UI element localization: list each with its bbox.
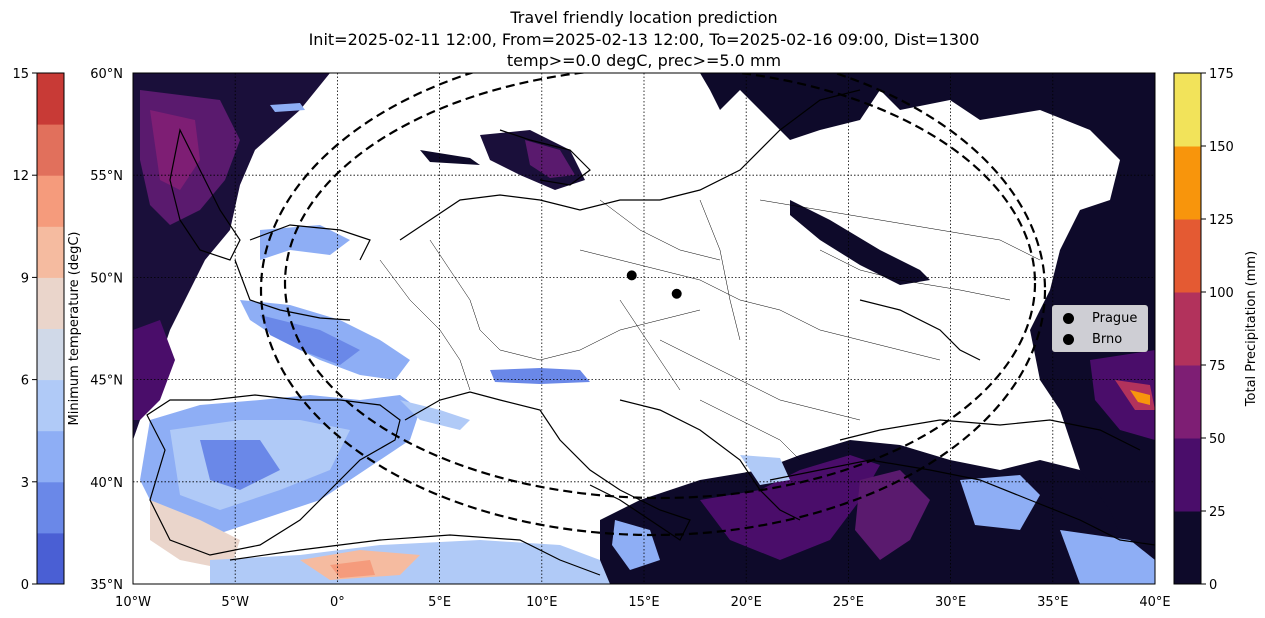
gridlines (133, 73, 1155, 584)
city-marker-prague (626, 270, 637, 281)
distance-circle-secondary (284, 73, 1036, 500)
lon-tick-label: 40°E (1139, 595, 1170, 610)
colorbar-tick-label: 150 (1209, 140, 1234, 155)
precipitation-colorbar: 0 25 50 75 100 125 150 175 Total Precipitation (… (1173, 67, 1259, 593)
lat-tick-label: 60°N (90, 67, 123, 82)
colorbar-segment (1174, 73, 1201, 147)
colorbar-label: Minimum temperature (degC) (67, 232, 82, 426)
colorbar-tick-label: 15 (12, 67, 29, 82)
colorbar-segment (1174, 511, 1201, 585)
colorbar-tick-label: 0 (1209, 578, 1217, 593)
lat-tick-label: 40°N (90, 476, 123, 491)
colorbar-tick-label: 0 (21, 578, 29, 593)
colorbar-label: Total Precipitation (mm) (1244, 251, 1259, 407)
lon-tick-label: 10°W (115, 595, 151, 610)
colorbar-tick-label: 175 (1209, 67, 1234, 82)
marker-dot-icon (1063, 333, 1074, 345)
colorbar-segment (37, 430, 64, 483)
colorbar-tick-label: 12 (12, 169, 29, 184)
colorbar-tick-label: 3 (21, 476, 29, 491)
marker-dot-icon (1063, 312, 1074, 324)
colorbar-segment (37, 379, 64, 432)
chart-subtitle-run-info: Init=2025-02-11 12:00, From=2025-02-13 1… (308, 30, 980, 49)
country-borders (379, 199, 1041, 461)
lat-tick-label: 55°N (90, 169, 123, 184)
colorbar-segment (1174, 219, 1201, 293)
colorbar-tick-label: 9 (21, 271, 29, 286)
distance-circle (260, 73, 1046, 537)
legend-label: Prague (1092, 310, 1138, 326)
colorbar-segment (37, 481, 64, 534)
chart-subtitle-thresholds: temp>=0.0 degC, prec>=5.0 mm (506, 51, 782, 70)
lon-tick-label: 5°W (221, 595, 249, 610)
colorbar-segment (37, 532, 64, 585)
colorbar-tick-label: 125 (1209, 213, 1234, 228)
colorbar-segment (37, 226, 64, 278)
chart-title: Travel friendly location prediction (510, 8, 778, 27)
lon-tick-label: 10°E (526, 595, 557, 610)
colorbar-segment (37, 73, 64, 125)
colorbar-segment (37, 328, 64, 381)
colorbar-segment (1174, 438, 1201, 512)
colorbar-segment (37, 277, 64, 329)
lon-tick-label: 30°E (935, 595, 966, 610)
colorbar-tick-label: 75 (1209, 359, 1226, 374)
lat-tick-label: 45°N (90, 374, 123, 389)
map-legend: Prague Brno (1052, 305, 1148, 352)
lon-tick-label: 20°E (731, 595, 762, 610)
colorbar-segment (37, 175, 64, 227)
lon-tick-label: 0° (330, 595, 345, 610)
legend-item-brno: Brno (1063, 329, 1122, 349)
lat-tick-label: 35°N (90, 578, 123, 593)
colorbar-segment (1174, 292, 1201, 366)
colorbar-tick-label: 100 (1209, 286, 1234, 301)
map-tick-labels: 10°W 5°W 0° 5°E 10°E 15°E 20°E 25°E 30°E 35°E 40°E… (90, 67, 1170, 610)
colorbar-segment (37, 124, 64, 176)
lon-tick-label: 25°E (833, 595, 864, 610)
temperature-colorbar: 0 3 6 9 12 15 Minimum temperature (degC) (12, 67, 82, 593)
colorbar-tick-label: 25 (1209, 505, 1226, 520)
colorbar-segment (1174, 146, 1201, 220)
colorbar-segment (1174, 365, 1201, 439)
temperature-field (140, 103, 1155, 584)
legend-label: Brno (1092, 331, 1123, 347)
lat-tick-label: 50°N (90, 271, 123, 286)
city-marker-brno (671, 288, 682, 299)
map-area: 10°W 5°W 0° 5°E 10°E 15°E 20°E 25°E 30°E 35°E 40°E… (90, 67, 1170, 610)
lon-tick-label: 15°E (628, 595, 659, 610)
colorbar-tick-label: 50 (1209, 432, 1226, 447)
coastlines (146, 89, 1155, 576)
colorbar-tick-label: 6 (21, 374, 29, 389)
legend-item-prague: Prague (1063, 308, 1137, 328)
lon-tick-label: 35°E (1037, 595, 1068, 610)
lon-tick-label: 5°E (428, 595, 451, 610)
city-markers (626, 270, 682, 299)
